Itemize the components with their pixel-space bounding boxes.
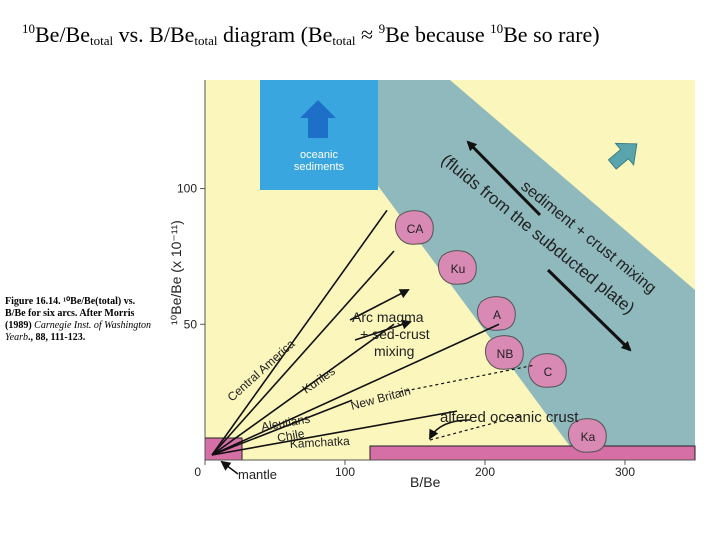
arc-line-kuriles — [211, 250, 395, 456]
arc-magma-arrow-1 — [349, 289, 410, 321]
up-right-arrow-icon — [607, 142, 638, 170]
arc-line-chile — [211, 399, 353, 456]
fluids-mixing-band — [300, 80, 695, 460]
x-tick-label: 0 — [194, 465, 201, 479]
sample-field-nb — [484, 335, 524, 370]
up-arrow-icon — [300, 100, 336, 138]
sample-field-a — [476, 296, 516, 331]
sample-field-label: NB — [497, 347, 514, 361]
mantle-label: mantle — [238, 467, 277, 482]
figure-caption: Figure 16.14. ¹⁰Be/Be(total) vs. B/Be fo… — [5, 296, 152, 343]
x-axis-label: B/Be — [410, 474, 441, 490]
arc-magma-label: Arc magma + sed-crust mixing — [352, 309, 434, 359]
mantle-arrow — [220, 460, 239, 475]
x-tick-label: 200 — [475, 465, 495, 479]
sample-field-label: A — [493, 308, 501, 322]
ka-mix-dashed — [399, 364, 536, 393]
arc-line-kamchatka — [211, 410, 458, 456]
arc-magma-arrow-2 — [354, 319, 412, 341]
arc-line-central-america — [211, 209, 388, 456]
sample-field-ca — [394, 210, 434, 245]
altered-oceanic-crust-label: altered oceanic crust — [440, 409, 579, 426]
arc-label: Kamchatka — [289, 434, 350, 451]
arc-line-new-britain — [211, 323, 500, 456]
sample-field-label: C — [544, 365, 553, 379]
sample-field-ku — [437, 250, 477, 285]
arc-line-aleutians — [211, 323, 395, 456]
band-arrow-up — [466, 140, 542, 217]
ac-arrow — [429, 419, 471, 440]
altered-oceanic-crust-bar — [369, 445, 696, 461]
y-tick-label: 50 — [184, 317, 198, 331]
sample-field-label: Ka — [581, 430, 596, 444]
sample-field-label: CA — [407, 222, 424, 236]
sample-field-c — [527, 353, 567, 388]
x-tick-label: 100 — [335, 465, 355, 479]
sample-field-ka — [567, 418, 607, 453]
slide-title: 10Be/Betotal vs. B/Betotal diagram (Beto… — [22, 21, 600, 48]
x-tick-label: 300 — [615, 465, 635, 479]
y-axis-label: ¹⁰Be/Be (x 10⁻¹¹) — [168, 220, 184, 325]
sample-field-label: Ku — [451, 262, 466, 276]
y-tick-label: 100 — [177, 182, 197, 196]
band-arrow-down — [546, 268, 632, 352]
oceanic-sediments-label: oceanic sediments — [294, 149, 345, 173]
